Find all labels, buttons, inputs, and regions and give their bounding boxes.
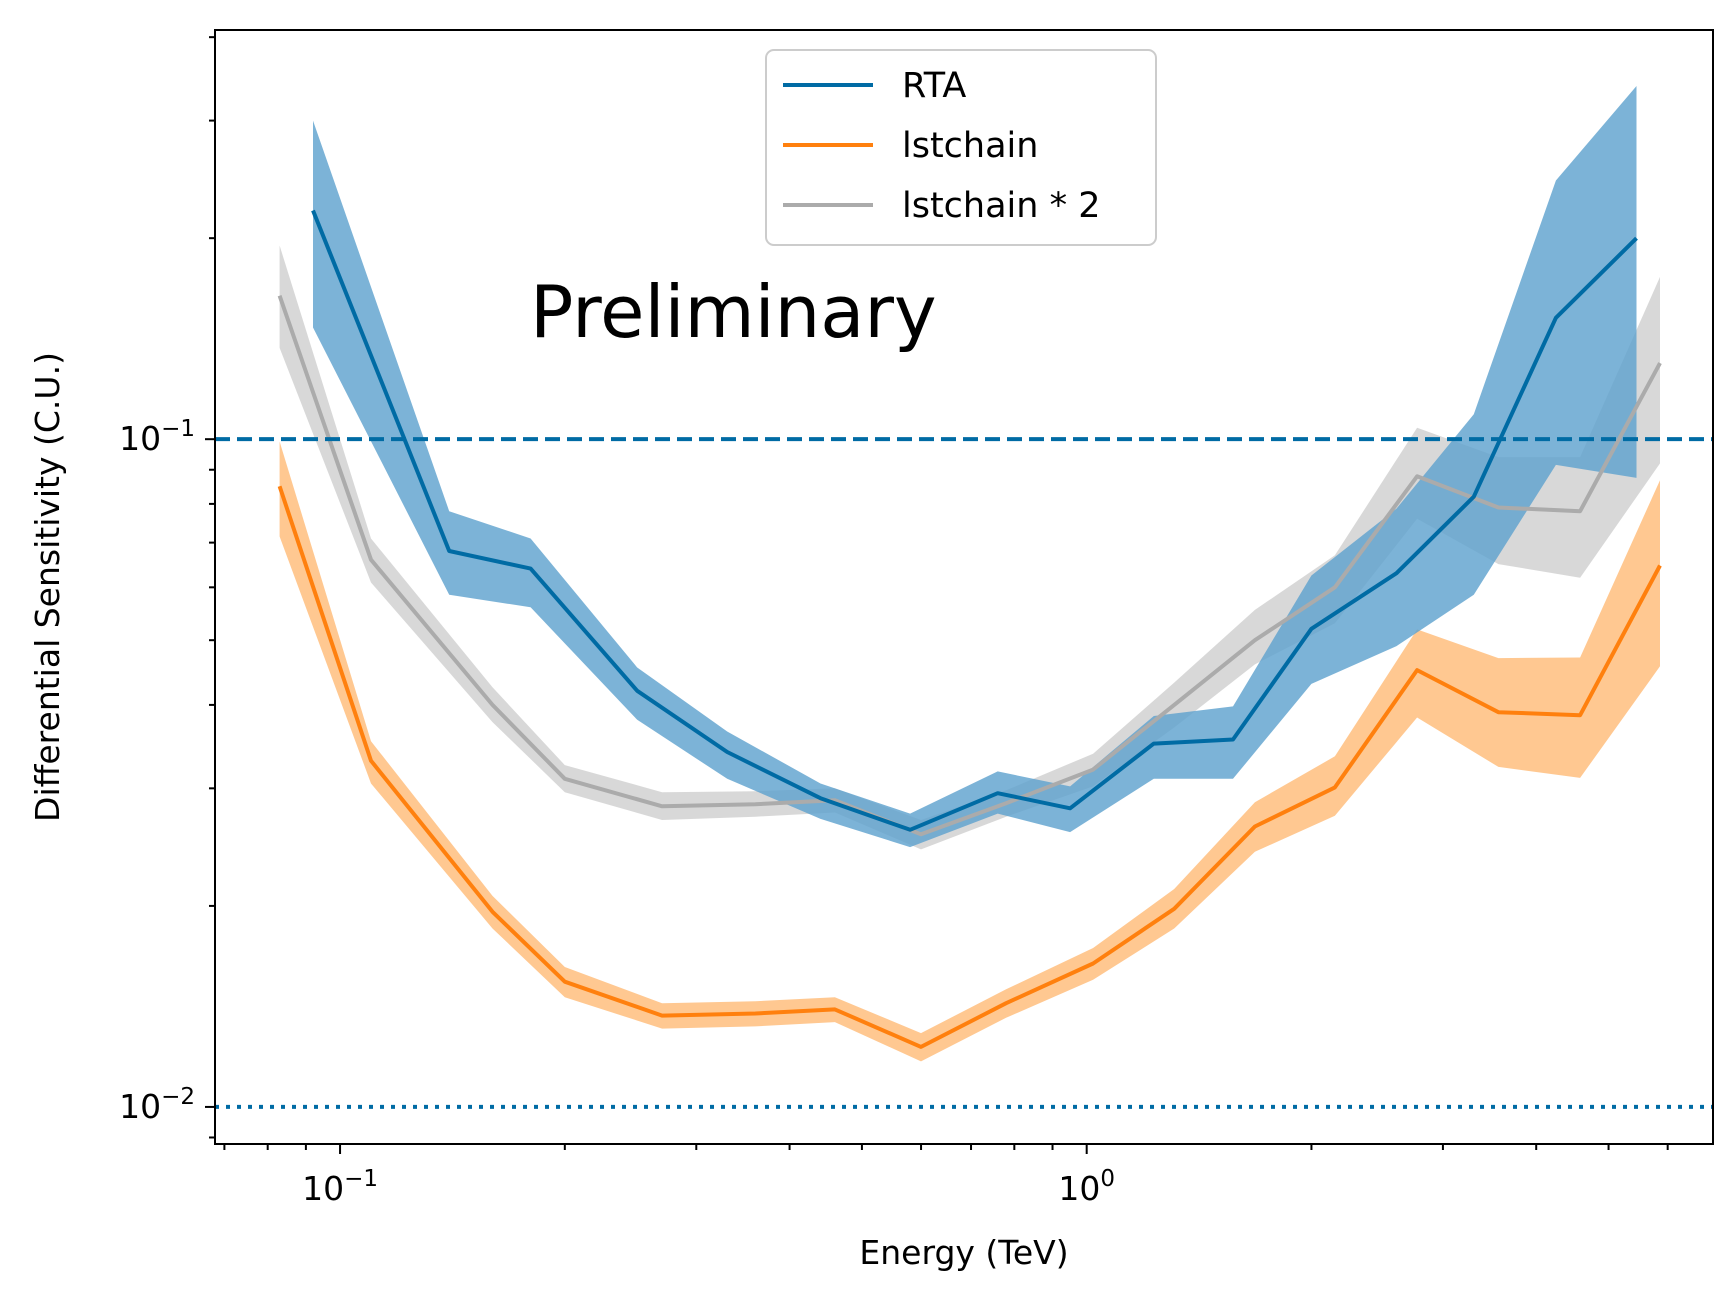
y-tick-label: 10−2 [119,1084,195,1126]
legend-label-lstchain-x2: lstchain * 2 [902,186,1100,226]
y-axis: 10−2 10−1 [119,36,215,1139]
band-lstchain [279,441,1661,1062]
line-lstchain-2 [277,295,1662,837]
y-tick-label: 10−1 [119,416,195,458]
line-rta [311,209,1638,832]
band-rta [313,86,1637,848]
legend: RTA lstchain lstchain * 2 [765,49,1157,246]
reference-lines [215,437,1713,1109]
x-tick-label: 10−1 [302,1166,378,1208]
line-lstchain [277,485,1662,1049]
x-axis-label: Energy (TeV) [859,1233,1068,1272]
y-axis-label: Differential Sensitivity (C.U.) [28,352,67,822]
x-axis: 10−1 100 [223,1144,1669,1208]
x-tick-label: 100 [1058,1166,1115,1208]
legend-label-lstchain: lstchain [902,126,1038,166]
error-bands [279,86,1661,1062]
preliminary-annotation: Preliminary [530,270,937,354]
series-lines [277,209,1662,1049]
legend-label-rta: RTA [902,66,966,106]
legend-box [765,49,1157,246]
